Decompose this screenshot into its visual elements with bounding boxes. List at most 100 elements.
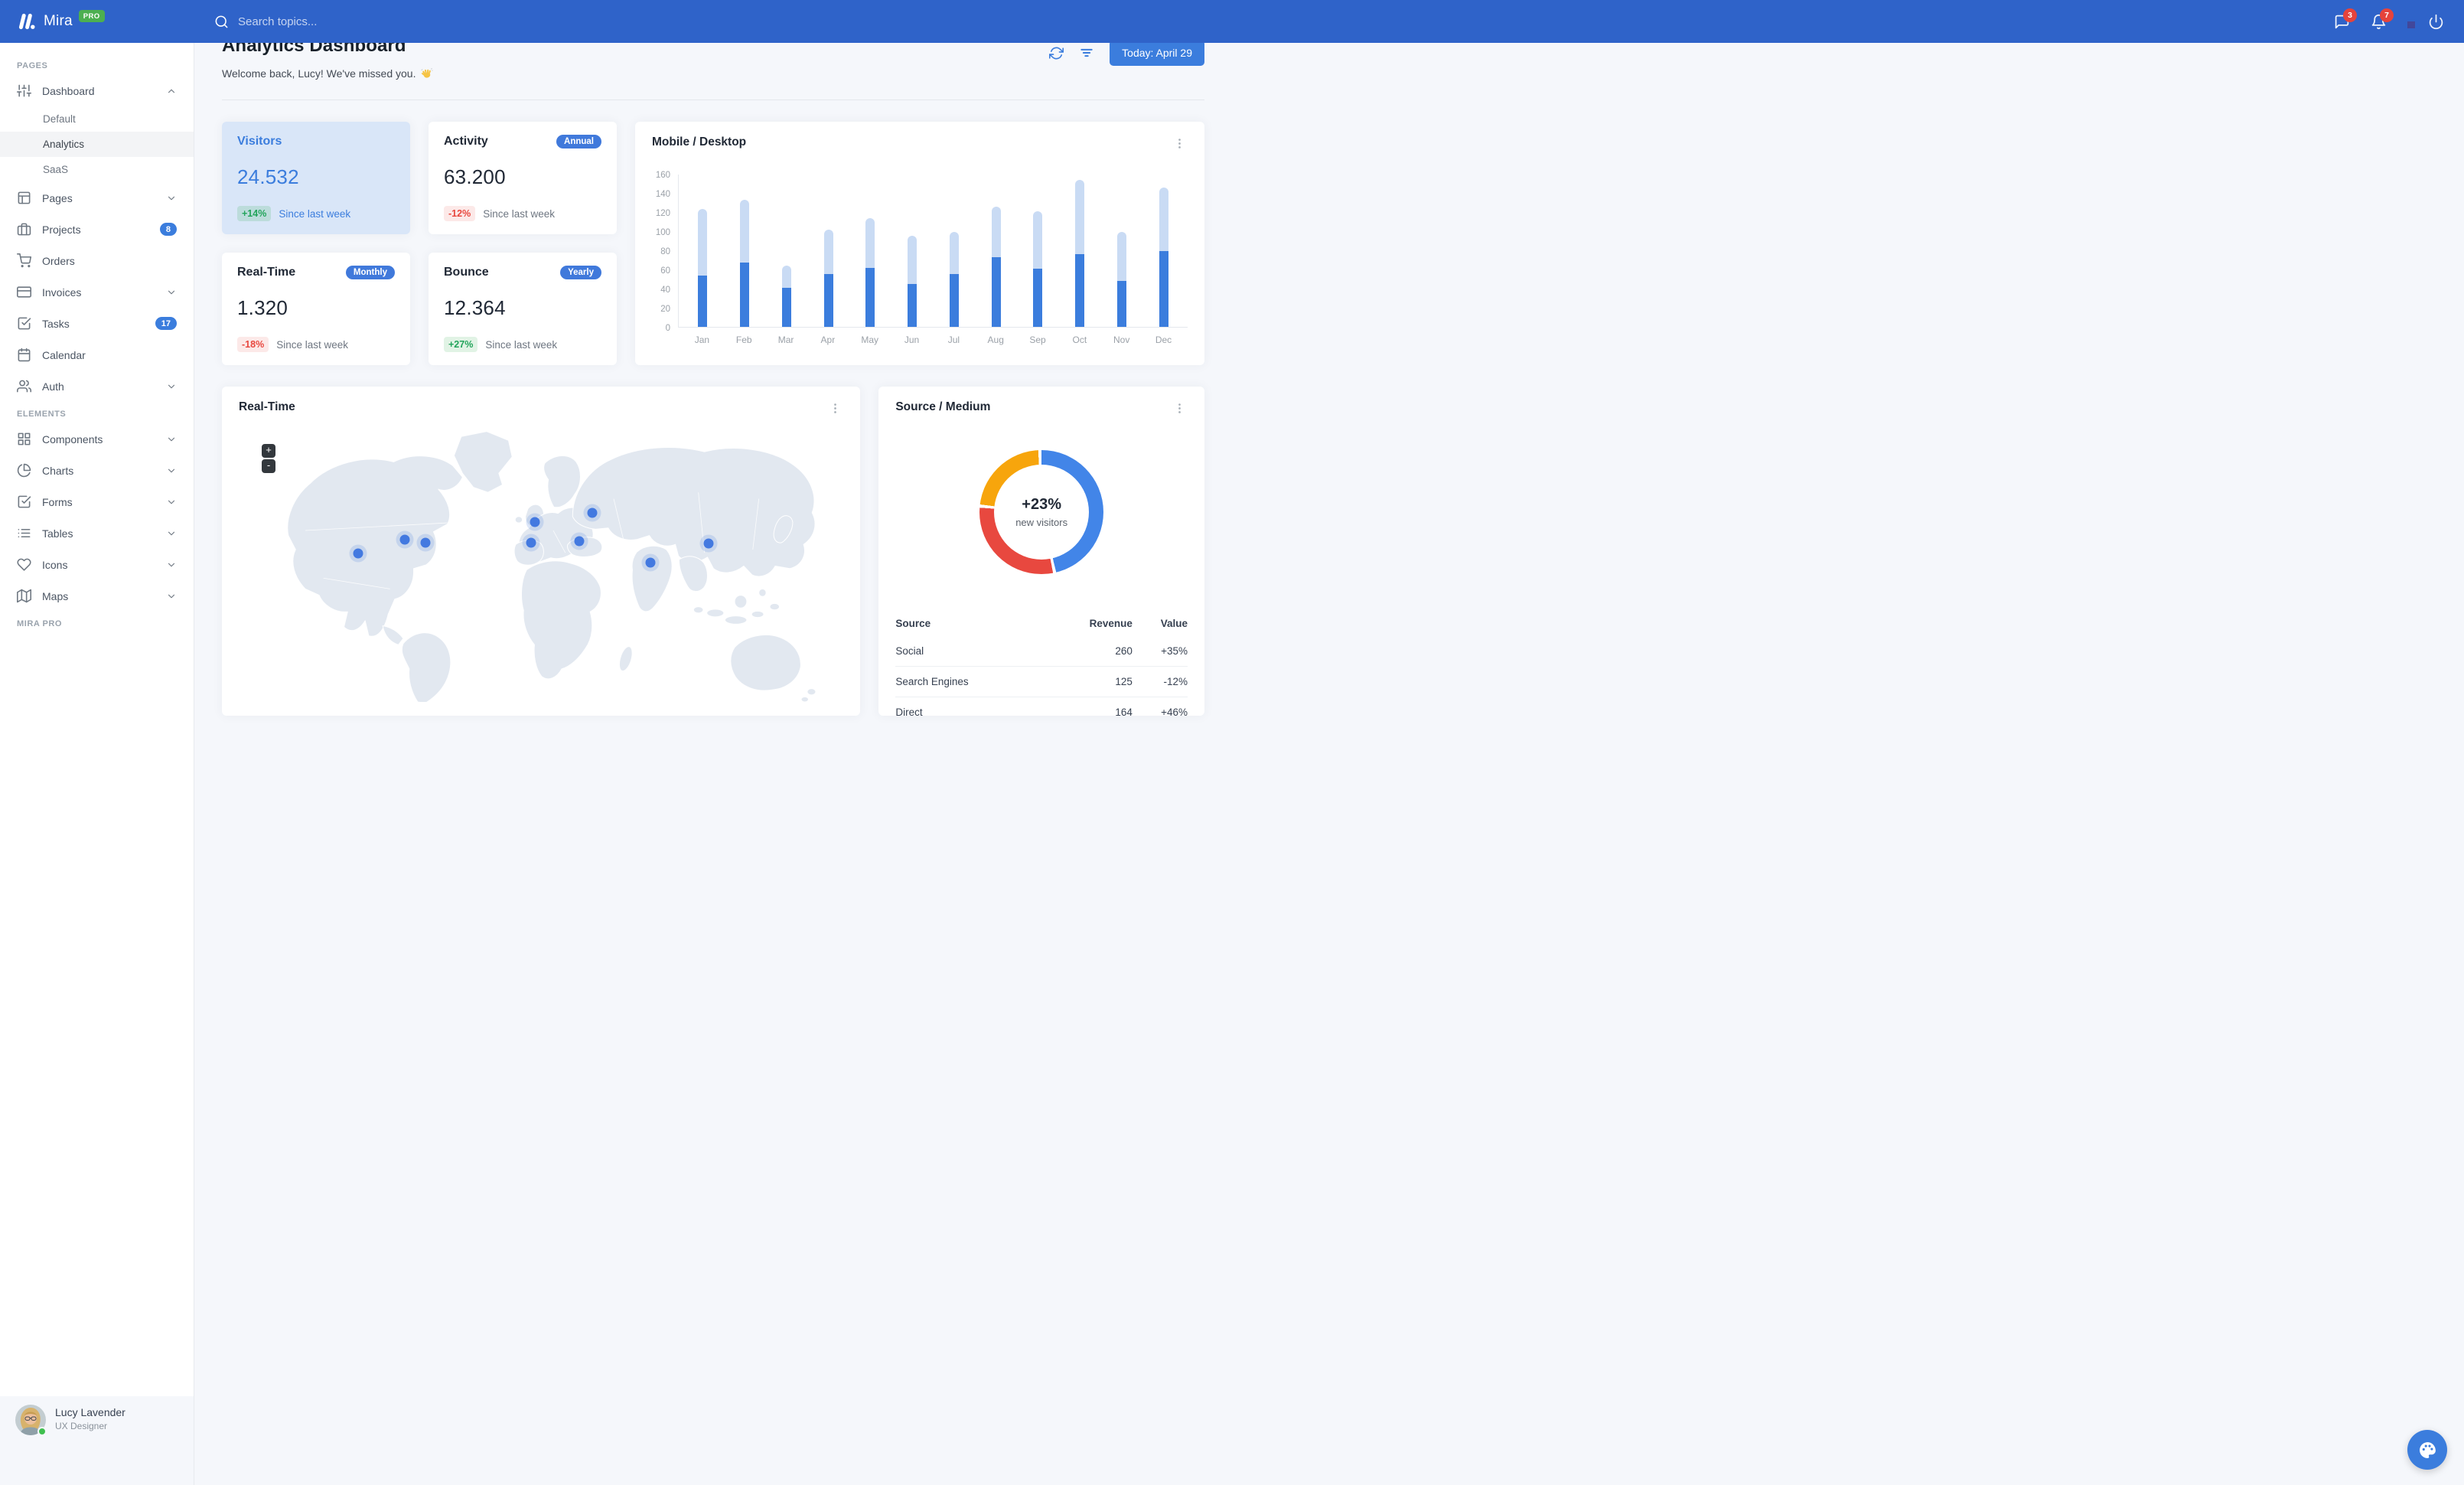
bar-segment-desktop	[698, 209, 708, 276]
sidebar-item-maps[interactable]: Maps	[0, 580, 194, 612]
sidebar-item-label: Forms	[42, 495, 73, 508]
user-name: Lucy Lavender	[55, 1406, 125, 1418]
x-tick-label: May	[861, 335, 879, 345]
bar-segment-desktop	[823, 229, 833, 275]
bar-segment-mobile	[991, 256, 1001, 327]
refresh-button[interactable]	[1049, 46, 1064, 60]
chevron-up-icon	[168, 89, 175, 93]
sidebar-item-tasks[interactable]: Tasks 17	[0, 308, 194, 339]
stat-card-activity: Activity Annual 63.200 -12% Since last week	[429, 122, 617, 234]
map-marker-8[interactable]	[645, 557, 656, 567]
sidebar-subitem-default[interactable]: Default	[43, 113, 76, 125]
chevron-down-icon	[168, 384, 175, 388]
sidebar-item-icons[interactable]: Icons	[0, 549, 194, 580]
map-marker-4[interactable]	[530, 517, 540, 527]
sidebar-item-orders[interactable]: Orders	[0, 245, 194, 276]
chart-menu-button[interactable]	[1172, 135, 1188, 152]
main-content: Analytics Dashboard Welcome back, Lucy! …	[194, 0, 1232, 718]
sidebar-item-pages[interactable]: Pages	[0, 182, 194, 214]
stacked-bar	[823, 229, 833, 327]
logout-button[interactable]	[2428, 14, 2444, 30]
x-tick-label: Nov	[1113, 335, 1130, 345]
sidebar-item-calendar[interactable]: Calendar	[0, 339, 194, 370]
map-marker-6[interactable]	[526, 537, 536, 548]
map-marker-7[interactable]	[574, 536, 585, 547]
today-date-button[interactable]: Today: April 29	[1110, 40, 1204, 66]
sidebar-item-projects[interactable]: Projects 8	[0, 214, 194, 245]
y-tick-label: 160	[655, 171, 670, 180]
chevron-down-icon	[168, 196, 175, 200]
sidebar-subitem-saas[interactable]: SaaS	[43, 164, 69, 175]
sidebar-subitem-analytics[interactable]: Analytics	[0, 132, 194, 157]
theme-settings-fab[interactable]	[2407, 1430, 2447, 1470]
bar-segment-mobile	[1033, 268, 1043, 327]
map-menu-button[interactable]	[827, 400, 843, 416]
bar-segment-desktop	[1075, 179, 1085, 254]
source-cell: Search Engines	[895, 676, 969, 687]
stat-card-title: Real-Time	[237, 266, 296, 279]
map-marker-9[interactable]	[703, 538, 714, 549]
sidebar-item-forms[interactable]: Forms	[0, 486, 194, 517]
map-marker-5[interactable]	[587, 508, 598, 518]
bar-segment-mobile	[1075, 254, 1085, 327]
map-marker-1[interactable]	[353, 548, 363, 559]
bar-segment-desktop	[991, 206, 1001, 257]
sidebar-item-charts[interactable]: Charts	[0, 455, 194, 486]
calendar-icon	[18, 348, 31, 362]
sidebar-item-label: Auth	[42, 380, 64, 393]
revenue-cell: 125	[1115, 676, 1133, 687]
map-marker-3[interactable]	[420, 537, 431, 548]
notifications-button[interactable]: 7	[2371, 8, 2394, 30]
sidebar-item-label: Tasks	[42, 317, 70, 330]
search-input[interactable]	[238, 15, 468, 28]
messages-button[interactable]: 3	[2334, 8, 2357, 30]
bar-segment-mobile	[740, 263, 750, 327]
bar-segment-mobile	[781, 287, 791, 327]
stat-period-badge: Annual	[556, 135, 601, 148]
sidebar-item-dashboard[interactable]: Dashboard	[0, 75, 194, 106]
stat-note: Since last week	[276, 338, 348, 351]
bar-segment-mobile	[698, 275, 708, 327]
sidebar-item-auth[interactable]: Auth	[0, 370, 194, 402]
credit-card-icon	[17, 286, 31, 298]
chevron-down-icon	[168, 563, 175, 566]
power-icon	[2429, 14, 2443, 29]
map-marker-2[interactable]	[399, 534, 410, 545]
y-tick-label: 0	[665, 324, 670, 333]
grid-icon	[18, 432, 31, 445]
source-cell: Social	[895, 645, 924, 657]
map-zoom-out-button[interactable]: -	[262, 459, 275, 473]
sidebar-user-footer: Lucy Lavender UX Designer	[0, 1396, 194, 1485]
sidebar-item-label: Maps	[42, 589, 69, 602]
check-square-icon	[18, 495, 31, 508]
stat-card-title: Visitors	[237, 135, 282, 148]
chart-y-axis: 0 20 40 60 80 100 120 140 160	[652, 171, 678, 333]
stat-note: Since last week	[483, 207, 555, 220]
world-map[interactable]: + -	[239, 423, 843, 702]
sidebar-item-badge: 8	[159, 223, 177, 236]
check-square-icon	[18, 317, 31, 330]
filter-icon	[1080, 48, 1093, 57]
filter-button[interactable]	[1079, 45, 1094, 60]
sidebar-item-invoices[interactable]: Invoices	[0, 276, 194, 308]
sidebar-item-label: Calendar	[42, 348, 86, 361]
sidebar-item-label: Projects	[42, 223, 81, 236]
bar-segment-desktop	[781, 266, 791, 288]
stat-delta-badge: -18%	[237, 337, 269, 352]
y-tick-label: 100	[655, 228, 670, 237]
sidebar-item-components[interactable]: Components	[0, 423, 194, 455]
stat-card-value: 12.364	[444, 296, 506, 319]
kebab-icon	[1178, 139, 1181, 148]
bar-segment-mobile	[908, 283, 917, 327]
stat-card-footer: -18% Since last week	[237, 337, 395, 352]
x-tick-label: Mar	[777, 335, 794, 345]
bar-segment-mobile	[1116, 281, 1126, 327]
stat-card-value: 1.320	[237, 296, 288, 319]
brand[interactable]: Mira PRO	[0, 10, 194, 31]
source-medium-menu-button[interactable]	[1172, 400, 1188, 416]
x-tick-label: Apr	[820, 335, 836, 345]
map-zoom-in-button[interactable]: +	[262, 444, 275, 458]
sidebar-item-tables[interactable]: Tables	[0, 517, 194, 549]
bar-slot-sep	[1017, 175, 1059, 327]
stacked-bar	[865, 217, 875, 327]
